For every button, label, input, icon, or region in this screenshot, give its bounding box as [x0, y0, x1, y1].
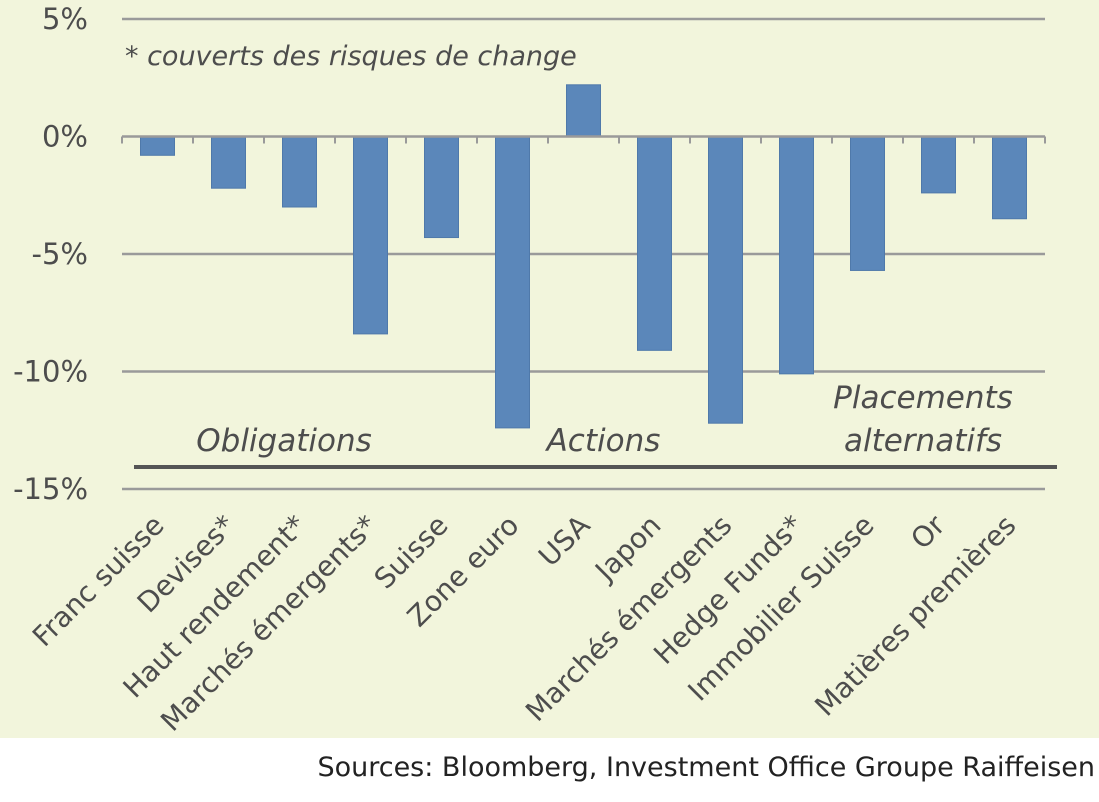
group-labels: Obligations Actions Placements alternatifs [134, 380, 1057, 469]
group-label: alternatifs [844, 423, 1002, 459]
source-note: Sources: Bloomberg, Investment Office Gr… [317, 752, 1095, 783]
y-tick-label: -15% [13, 472, 88, 506]
bar [282, 136, 317, 208]
y-tick-label: -10% [13, 355, 88, 389]
gridlines [122, 17, 1045, 491]
group-label: Obligations [196, 423, 372, 459]
bar [566, 84, 601, 138]
bar [140, 136, 175, 156]
category-label: Or [904, 508, 951, 555]
bars [140, 84, 1027, 429]
bar-chart: 5% 0% -5% -10% -15% Franc suisseDevises*Haut… [13, 2, 1057, 738]
y-tick-label: -5% [32, 237, 88, 271]
bar [353, 136, 388, 335]
group-label: Actions [545, 423, 661, 459]
group-label: Placements [833, 380, 1013, 416]
bar [921, 136, 956, 194]
y-tick-label: 5% [42, 2, 88, 36]
currency-hedge-note: * couverts des risques de change [125, 41, 577, 72]
y-tick-labels: 5% 0% -5% -10% -15% [13, 2, 88, 506]
bar [637, 136, 672, 351]
axis-tick-marks [121, 136, 1046, 144]
y-tick-label: 0% [42, 120, 88, 154]
bar [211, 136, 246, 189]
bar [850, 136, 885, 271]
bar [424, 136, 459, 239]
bar [495, 136, 530, 429]
category-label: USA [532, 509, 596, 573]
bar [992, 136, 1027, 220]
bar [708, 136, 743, 424]
chart-area: 5% 0% -5% -10% -15% Franc suisse Devises* Haut… [0, 0, 1099, 738]
bar [779, 136, 814, 375]
